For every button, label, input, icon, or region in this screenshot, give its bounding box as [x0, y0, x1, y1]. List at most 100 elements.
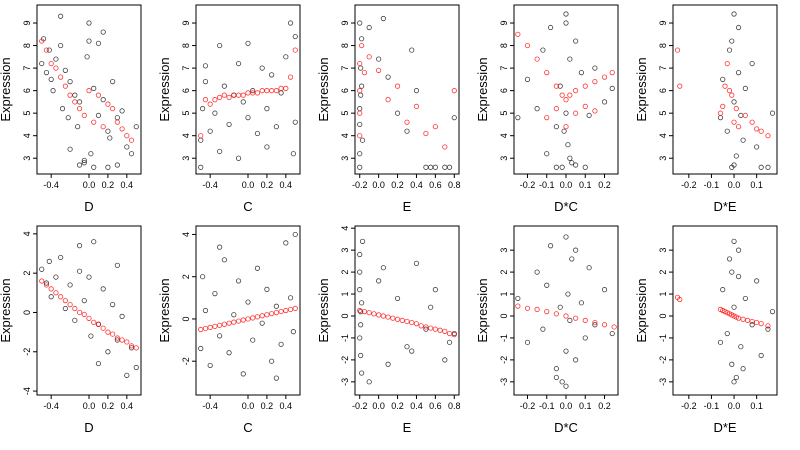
y-tick-label: 0	[181, 316, 191, 321]
x-axis-label: D	[84, 199, 93, 214]
data-point	[105, 349, 111, 355]
y-tick-label: 8	[658, 43, 668, 48]
y-tick-label: 1	[340, 292, 350, 297]
y-tick-label: 9	[340, 21, 350, 26]
y-tick-label: 3	[340, 156, 350, 161]
y-axis-label: Expression	[316, 57, 331, 121]
data-point	[361, 308, 368, 315]
data-point	[287, 306, 294, 313]
data-point	[559, 164, 565, 170]
data-point	[394, 110, 401, 116]
data-point	[534, 269, 540, 275]
data-point	[357, 251, 363, 258]
data-point	[592, 108, 598, 114]
data-point	[95, 40, 102, 46]
x-axis-label: E	[403, 199, 412, 214]
data-point	[563, 20, 569, 26]
x-tick-label: 0.2	[391, 180, 404, 190]
data-point	[357, 121, 363, 128]
data-point	[729, 269, 735, 275]
data-point	[432, 287, 438, 293]
data-point	[278, 308, 284, 315]
data-point	[733, 153, 739, 159]
data-point	[428, 325, 434, 331]
data-point	[81, 112, 87, 119]
data-point	[563, 383, 569, 389]
data-point	[720, 103, 726, 110]
data-point	[371, 311, 377, 317]
data-point	[569, 256, 575, 262]
y-tick-label: 6	[22, 88, 32, 93]
data-point	[292, 119, 298, 125]
y-axis-label: Expression	[475, 278, 490, 342]
data-point	[553, 311, 559, 317]
y-tick-label: 9	[658, 21, 668, 26]
data-point	[385, 361, 391, 367]
data-point	[404, 318, 410, 325]
data-point	[357, 269, 363, 275]
y-tick-label: 8	[22, 43, 32, 48]
data-point	[754, 144, 760, 150]
data-point	[198, 137, 204, 143]
data-point	[544, 282, 550, 288]
data-point	[559, 92, 565, 98]
data-point	[563, 313, 569, 319]
y-tick-label: 4	[181, 133, 191, 138]
data-point	[731, 99, 737, 105]
y-tick-label: -2	[181, 357, 191, 365]
y-tick-label: 7	[22, 66, 32, 71]
data-point	[212, 97, 218, 103]
data-point	[553, 164, 559, 170]
x-tick-label: 0.2	[261, 401, 274, 411]
data-point	[592, 319, 598, 326]
data-point	[428, 164, 434, 170]
data-point	[114, 119, 120, 125]
data-point	[515, 303, 521, 309]
data-point	[269, 88, 275, 94]
data-point	[259, 320, 265, 326]
data-point	[264, 286, 270, 292]
data-point	[235, 318, 242, 324]
data-point	[765, 323, 771, 329]
data-point	[358, 65, 364, 71]
data-point	[226, 94, 232, 100]
data-point	[385, 314, 391, 320]
data-point	[359, 42, 365, 49]
y-axis-label: Expression	[475, 57, 490, 121]
data-point	[399, 317, 405, 323]
y-axis-label: Expression	[634, 278, 649, 342]
data-point	[124, 339, 130, 345]
data-point	[292, 47, 298, 53]
data-point	[59, 106, 66, 112]
data-point	[357, 164, 363, 170]
data-point	[245, 90, 251, 96]
data-point	[540, 326, 546, 332]
data-point	[72, 317, 78, 323]
data-point	[81, 157, 87, 164]
x-tick-label: 0.2	[598, 401, 611, 411]
data-point	[731, 162, 737, 168]
data-point	[133, 345, 139, 351]
data-point	[48, 60, 54, 67]
series-observed	[357, 15, 457, 170]
data-point	[740, 366, 746, 372]
data-point	[292, 305, 298, 311]
data-point	[95, 360, 102, 367]
data-point	[217, 322, 223, 328]
data-point	[442, 357, 448, 363]
data-point	[742, 85, 748, 91]
x-tick-label: -0.1	[704, 180, 720, 190]
data-point	[735, 273, 742, 280]
data-point	[586, 265, 592, 271]
x-tick-label: 0.0	[242, 180, 255, 190]
x-tick-label: 0.8	[448, 401, 461, 411]
data-point	[88, 333, 94, 339]
data-point	[217, 42, 223, 49]
y-tick-label: 0	[658, 313, 668, 318]
data-point	[245, 316, 251, 322]
data-point	[547, 243, 554, 249]
data-point	[65, 115, 71, 121]
series-observed	[39, 239, 139, 378]
y-tick-label: 2	[658, 270, 668, 275]
y-tick-label: 7	[181, 66, 191, 71]
